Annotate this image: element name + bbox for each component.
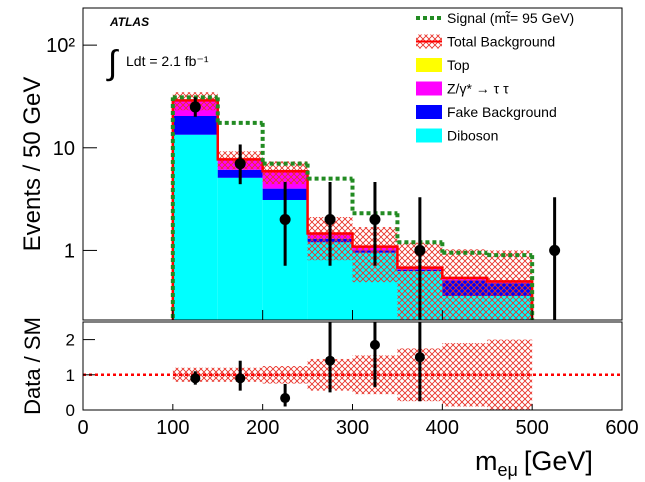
ratio-plot xyxy=(83,322,622,410)
x-tick-label: 100 xyxy=(156,417,189,439)
ratio-uncertainty-band xyxy=(262,366,308,384)
data-point xyxy=(279,214,291,226)
legend-swatch xyxy=(416,105,442,119)
x-label-main: m xyxy=(475,446,498,476)
stack-bar xyxy=(172,115,218,135)
ratio-y-tick-label: 1 xyxy=(66,366,75,385)
legend-label: Fake Background xyxy=(447,104,557,120)
main-plot xyxy=(170,92,561,320)
y-axis-label: Events / 50 GeV xyxy=(19,77,46,252)
legend-label: Total Background xyxy=(447,34,555,50)
y-tick-label: 10² xyxy=(46,35,75,57)
x-tick-label: 600 xyxy=(605,417,638,439)
total-background-line xyxy=(171,99,534,320)
x-label-sub: eμ xyxy=(498,460,518,480)
x-tick-label: 200 xyxy=(246,417,279,439)
uncertainty-band xyxy=(487,250,533,320)
data-point xyxy=(189,101,201,113)
stack-bar xyxy=(172,134,218,320)
ratio-point xyxy=(280,393,291,404)
ratio-y-label: Data / SM xyxy=(20,317,45,415)
x-tick-label: 400 xyxy=(426,417,459,439)
main-frame xyxy=(82,7,623,321)
x-tick-label: 500 xyxy=(515,417,548,439)
legend-label: Z/γ* → τ τ xyxy=(447,81,509,97)
data-point xyxy=(234,158,246,170)
x-tick-label: 300 xyxy=(336,417,369,439)
data-point xyxy=(324,214,336,226)
legend-swatch xyxy=(416,58,442,72)
data-point xyxy=(369,214,381,226)
x-label-unit: [GeV] xyxy=(524,446,593,476)
legend-label: Diboson xyxy=(447,128,498,144)
x-tick-label: 0 xyxy=(77,417,88,439)
experiment-label: ATLAS xyxy=(109,15,149,29)
legend-label: Top xyxy=(447,57,470,73)
x-axis-label: meμ [GeV] xyxy=(475,446,593,480)
uncertainty-band xyxy=(442,249,488,320)
luminosity-label: Ldt = 2.1 fb⁻¹ xyxy=(126,53,209,69)
ratio-y-tick-label: 0 xyxy=(66,401,75,420)
ratio-point xyxy=(369,339,380,350)
ratio-point xyxy=(235,373,246,384)
ratio-point xyxy=(325,355,336,366)
legend-swatch xyxy=(416,128,442,143)
ratio-point xyxy=(190,373,201,384)
integral-sign: ∫ xyxy=(106,44,119,82)
data-point xyxy=(414,244,426,256)
ratio-point xyxy=(414,352,425,363)
data-point xyxy=(549,244,561,256)
stack-bar xyxy=(217,177,263,320)
y-tick-label: 10 xyxy=(53,138,75,160)
y-tick-label: 1 xyxy=(64,240,75,262)
ratio-frame xyxy=(82,321,623,411)
uncertainty-band xyxy=(262,161,308,185)
legend-swatch xyxy=(416,81,442,96)
legend-label: Signal (mt̃= 95 GeV) xyxy=(447,10,574,26)
ratio-y-tick-label: 2 xyxy=(66,331,75,350)
overlay: 0 100 200 300 400 500 600 1 10 10² 0 1 2 Signal (mt̃=… xyxy=(46,10,639,439)
